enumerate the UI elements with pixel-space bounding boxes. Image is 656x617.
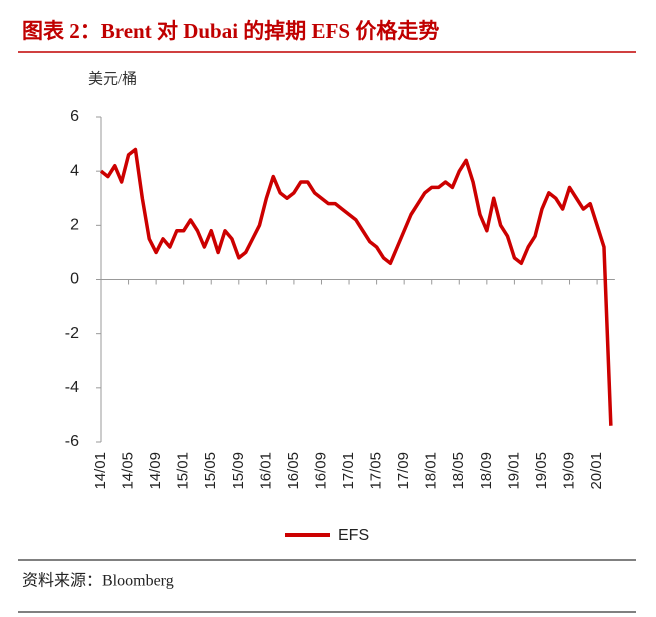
y-unit: 美元/桶 [88, 70, 137, 87]
x-tick-label: 14/05 [120, 452, 137, 490]
source: 资料来源：Bloomberg [22, 572, 174, 590]
x-tick-label: 18/05 [450, 452, 467, 490]
x-tick-label: 17/09 [395, 452, 412, 490]
x-tick-label: 17/05 [368, 452, 385, 490]
legend-label: EFS [338, 527, 369, 544]
y-tick-label: -6 [65, 433, 79, 450]
x-tick-label: 15/05 [202, 452, 219, 490]
x-tick-label: 18/01 [423, 452, 440, 490]
x-tick-label: 16/01 [257, 452, 274, 490]
x-tick-label: 16/09 [312, 452, 329, 490]
y-tick-label: 2 [70, 217, 79, 234]
x-tick-label: 14/09 [147, 452, 164, 490]
x-tick-label: 19/09 [560, 452, 577, 490]
x-tick-label: 19/01 [505, 452, 522, 490]
x-tick-label: 20/01 [588, 452, 605, 490]
series-line [99, 147, 613, 426]
x-tick-label: 15/01 [175, 452, 192, 490]
y-tick-label: -4 [65, 379, 79, 396]
y-tick-label: 6 [70, 108, 79, 125]
chart-title: 图表 2：Brent 对 Dubai 的掉期 EFS 价格走势 [22, 19, 439, 43]
x-tick-label: 15/09 [230, 452, 247, 490]
x-tick-label: 18/09 [478, 452, 495, 490]
y-tick-label: -2 [65, 325, 79, 342]
y-tick-label: 0 [70, 271, 79, 288]
x-tick-label: 19/05 [533, 452, 550, 490]
x-tick-label: 14/01 [92, 452, 109, 490]
x-tick-label: 16/05 [285, 452, 302, 490]
x-tick-label: 17/01 [340, 452, 357, 490]
y-tick-label: 4 [70, 162, 79, 179]
